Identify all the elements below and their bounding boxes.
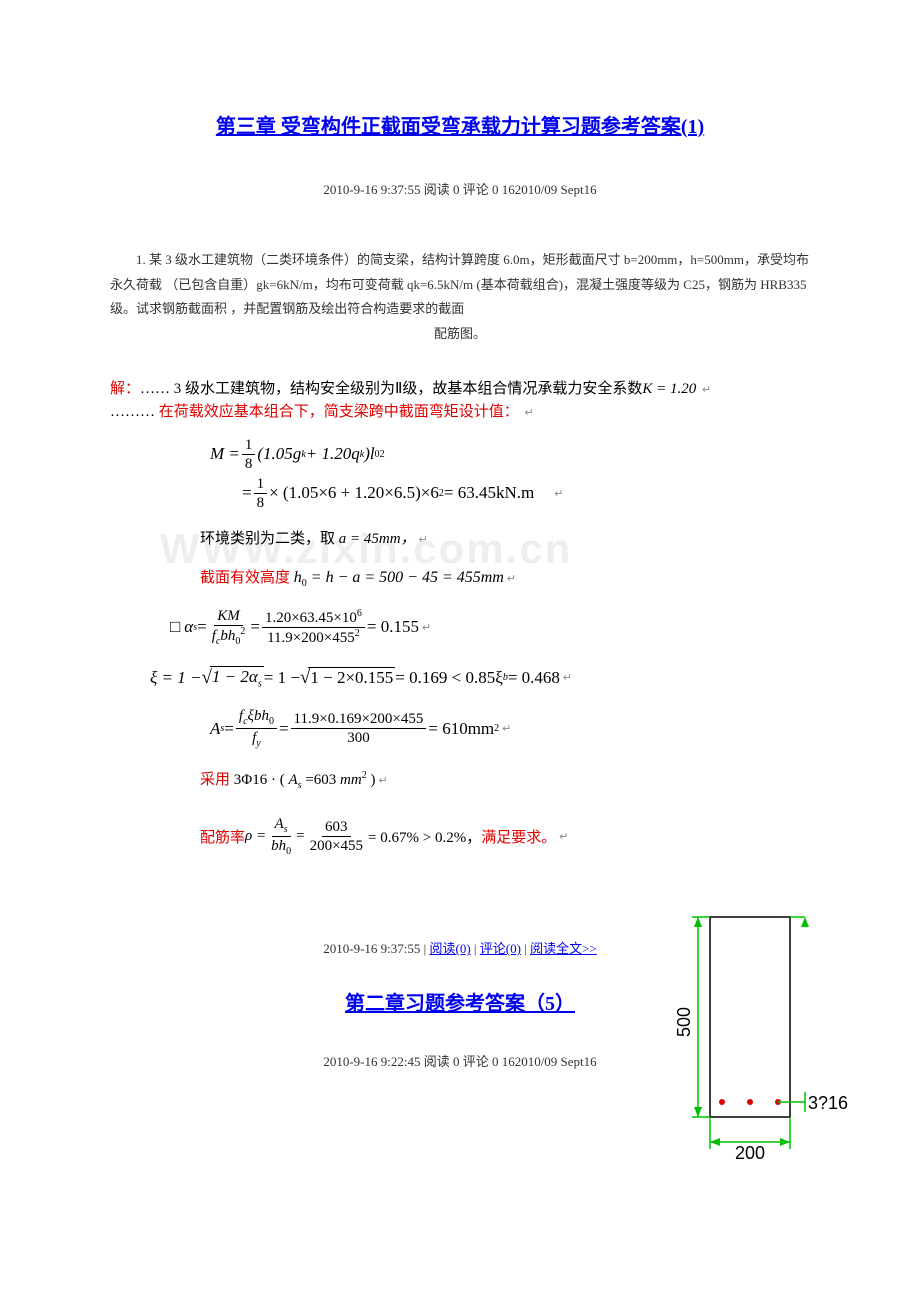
solution-line-1: 解：…… 3 级水工建筑物，结构安全级别为Ⅱ级，故基本组合情况承载力安全系数K … [110,377,810,398]
dim-height: 500 [674,1007,694,1037]
eq-M-rhs1c: )l [364,444,374,464]
adopt-line: 采用 3Φ16 · ( As =603 mm2 )↵ [200,768,810,791]
As-calc: As = fcξbh0 fy = 11.9×0.169×200×455 300 … [210,707,810,750]
problem-text-1: 1. 某 3 级水工建筑物（二类环境条件）的简支梁，结构计算跨度 6.0m，矩形… [110,252,809,316]
article-1-meta: 2010-9-16 9:37:55 阅读 0 评论 0 162010/09 Se… [110,179,810,198]
frac-1-8-a: 1 8 [242,436,256,473]
eq-M2-rhs: × (1.05×6 + 1.20×6.5)×6 [269,483,439,503]
solution-line-2: ……… 在荷载效应基本组合下，简支梁跨中截面弯矩设计值： ↵ [110,400,810,421]
footer-sep-1: | [474,941,477,956]
eq-M2-lhs: = [242,483,252,503]
section-diagram: 500 200 3?16 [660,897,850,1197]
sol-text-1: 3 级水工建筑物，结构安全级别为Ⅱ级，故基本组合情况承载力安全系数 [174,381,643,397]
xi-calc: ξ = 1 − 1 − 2αs = 1 − 1 − 2×0.155 = 0.16… [150,666,810,689]
solution-area: 解：…… 3 级水工建筑物，结构安全级别为Ⅱ级，故基本组合情况承载力安全系数K … [110,377,810,859]
sol-dots-2: ……… [110,404,159,420]
frac-1-8-b: 1 8 [254,475,268,512]
footer-time: 2010-9-16 9:37:55 | [323,941,429,956]
fulltext-link[interactable]: 阅读全文>> [530,941,597,956]
eq-M2-result: = 63.45kN.m [444,483,534,503]
dim-bars: 3?16 [808,1093,848,1113]
alpha-s-calc: □ αs = KM fcbh02 = 1.20×63.45×106 11.9×2… [170,607,810,648]
eq-M-lhs: M = [210,444,240,464]
return-char: ↵ [699,384,711,396]
return-char: ↵ [522,407,534,419]
eq-M-rhs1: (1.05g [257,444,301,464]
ratio-line: 配筋率 ρ = As bh0 = 603 200×455 = 0.67% > 0… [200,815,810,858]
eq-M-rhs1b: + 1.20q [306,444,360,464]
sol-dots-1: …… [140,381,174,397]
problem-statement: 1. 某 3 级水工建筑物（二类环境条件）的简支梁，结构计算跨度 6.0m，矩形… [110,248,810,347]
env-class-line: 环境类别为二类，取 a = 45mm，↵ [200,527,810,548]
dim-width: 200 [735,1143,765,1163]
sol-eq-K: K = 1.20 [642,381,696,397]
return-char: ↵ [554,487,563,500]
comment-link[interactable]: 评论(0) [480,941,521,956]
sol-prefix: 解： [110,381,140,397]
read-link[interactable]: 阅读(0) [430,941,471,956]
moment-equation: M = 1 8 (1.05gk + 1.20qk )l02 = 1 8 × (1… [210,436,810,512]
effective-height-line: 截面有效高度 h0 = h − a = 500 − 45 = 455mm↵ [200,566,810,589]
sol-text-2: 在荷载效应基本组合下，简支梁跨中截面弯矩设计值： [159,404,519,420]
problem-text-2: 配筋图。 [110,322,810,347]
article-1-title[interactable]: 第三章 受弯构件正截面受弯承载力计算习题参考答案(1) [110,110,810,139]
